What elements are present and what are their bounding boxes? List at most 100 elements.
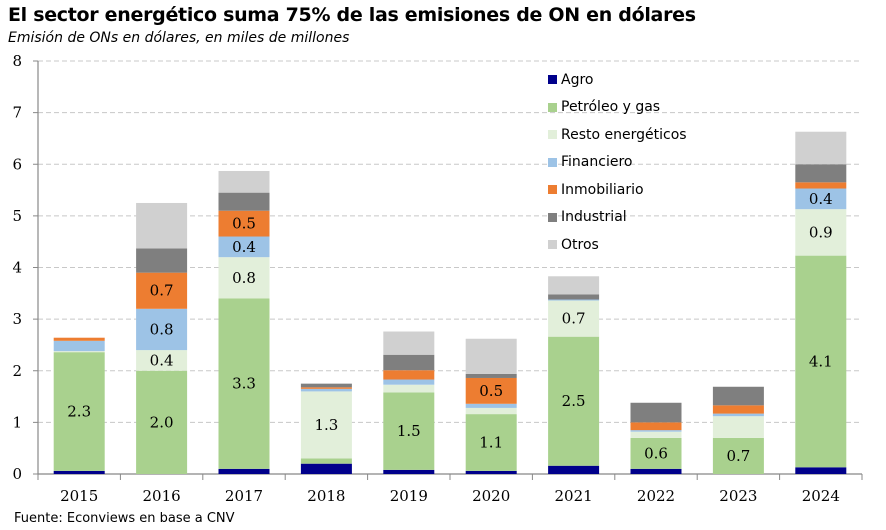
bar-segment (465, 338, 517, 374)
bar-segment (218, 468, 270, 474)
bar-segment (383, 384, 435, 393)
bar-segment (53, 470, 105, 474)
y-tick-label: 2 (12, 362, 22, 380)
data-label: 2.3 (67, 403, 91, 421)
bar-segment (630, 468, 682, 474)
bar-segment (630, 431, 682, 438)
bar-segment (383, 331, 435, 355)
bar-segment (548, 465, 600, 474)
y-tick-label: 6 (12, 155, 22, 173)
legend-item: Inmobiliario (548, 176, 687, 204)
data-label: 0.4 (150, 351, 174, 369)
bar-segment (136, 202, 188, 249)
chart-title: El sector energético suma 75% de las emi… (8, 4, 696, 26)
data-label: 0.6 (644, 444, 668, 462)
bar-segment (465, 403, 517, 408)
data-label: 0.4 (232, 238, 256, 256)
bar-segment (300, 463, 352, 474)
bar-segment (548, 336, 600, 466)
data-label: 1.1 (479, 434, 503, 452)
data-label: 0.5 (232, 215, 256, 233)
legend-swatch (548, 157, 557, 167)
data-label: 0.9 (809, 223, 833, 241)
legend-item: Financiero (548, 149, 687, 177)
bar-segment (136, 350, 188, 371)
y-tick-label: 8 (12, 52, 22, 70)
legend: Agro Petróleo y gas Resto energéticos Finan… (548, 66, 687, 259)
bar-segment (465, 377, 517, 404)
y-tick-label: 5 (12, 207, 22, 225)
bar-segment (136, 370, 188, 474)
bar-segment (465, 414, 517, 471)
x-tick-label: 2020 (472, 487, 510, 505)
bar-segment (218, 298, 270, 469)
x-tick-label: 2016 (143, 487, 181, 505)
legend-label: Resto energéticos (561, 126, 687, 143)
legend-swatch (548, 240, 557, 250)
bar-segment (136, 248, 188, 273)
bar-segment (136, 308, 188, 351)
source-note: Fuente: Econviews en base a CNV (14, 511, 235, 526)
bar-segment (300, 391, 352, 459)
data-label: 0.7 (150, 282, 174, 300)
x-tick-label: 2024 (802, 487, 840, 505)
data-label: 0.5 (479, 382, 503, 400)
bar-segment (712, 437, 764, 474)
bar-segment (630, 402, 682, 423)
data-label: 0.7 (562, 310, 586, 328)
legend-swatch (548, 185, 557, 195)
bar-segment (548, 300, 600, 337)
legend-label: Industrial (561, 209, 627, 226)
data-label: 2.5 (562, 392, 586, 410)
bar-segment (300, 458, 352, 464)
bar-segment (53, 340, 105, 352)
bar-segment (136, 272, 188, 309)
data-label: 0.8 (232, 269, 256, 287)
legend-swatch (548, 212, 557, 222)
bar-segment (795, 209, 847, 256)
bar-segment (383, 354, 435, 371)
bar-segment (383, 370, 435, 380)
bar-segment (630, 422, 682, 431)
legend-item: Otros (548, 231, 687, 259)
x-tick-label: 2021 (555, 487, 593, 505)
bar-segment (630, 437, 682, 469)
legend-label: Otros (561, 236, 599, 253)
data-label: 2.0 (150, 413, 174, 431)
bar-segment (465, 373, 517, 378)
legend-label: Financiero (561, 154, 633, 171)
bar-segment (383, 392, 435, 470)
bar-segment (795, 467, 847, 474)
bar-segment (548, 294, 600, 300)
bar-segment (53, 337, 105, 341)
x-tick-label: 2015 (60, 487, 98, 505)
data-label: 0.4 (809, 190, 833, 208)
legend-label: Petróleo y gas (561, 99, 661, 116)
y-tick-label: 4 (12, 259, 22, 277)
legend-swatch (548, 75, 557, 85)
bar-segment (465, 407, 517, 415)
bar-segment (383, 379, 435, 385)
legend-label: Inmobiliario (561, 181, 644, 198)
x-tick-label: 2017 (225, 487, 263, 505)
legend-label: Agro (561, 71, 594, 88)
x-tick-label: 2018 (307, 487, 345, 505)
bar-segment (548, 276, 600, 295)
bar-segment (300, 388, 352, 392)
legend-swatch (548, 130, 557, 140)
data-label: 0.7 (726, 447, 750, 465)
bar-segment (218, 236, 270, 258)
y-tick-label: 0 (12, 465, 22, 483)
legend-item: Agro (548, 66, 687, 94)
bar-segment (300, 387, 352, 389)
y-tick-label: 1 (12, 413, 22, 431)
chart-subtitle: Emisión de ONs en dólares, en miles de m… (8, 30, 350, 46)
bar-segment (795, 131, 847, 165)
data-label: 3.3 (232, 375, 256, 393)
legend-swatch (548, 102, 557, 112)
bar-segment (218, 210, 270, 237)
bar-segment (795, 182, 847, 189)
data-label: 4.1 (809, 352, 833, 370)
bar-segment (712, 416, 764, 438)
